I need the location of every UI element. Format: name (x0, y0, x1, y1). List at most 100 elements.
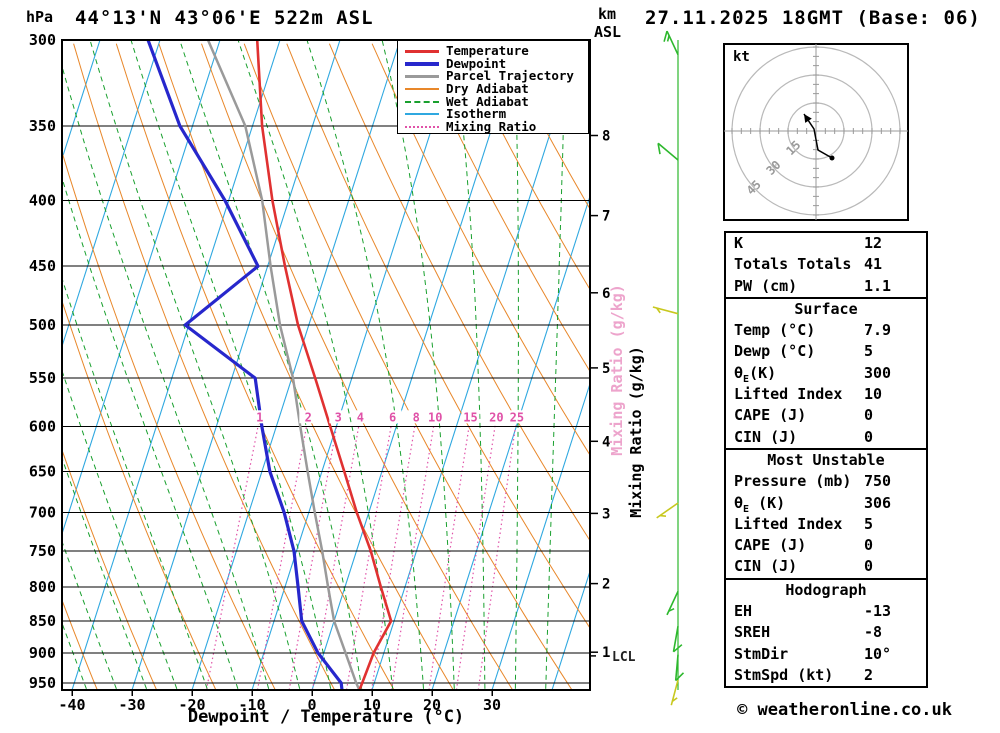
mixing-ratio-label: 3 (335, 410, 342, 424)
km-tick-label: 8 (602, 129, 610, 145)
table-row-label: SREH (734, 623, 771, 642)
table-row-value: 10° (864, 644, 892, 663)
mixing-ratio-line (205, 424, 259, 690)
isotherm-line (71, 40, 281, 690)
pressure-unit-label: hPa (26, 8, 54, 26)
temp-tick-label: -10 (238, 696, 265, 714)
sounding-curves (146, 40, 393, 690)
hodograph-axis-tick (778, 128, 854, 134)
wind-barb (652, 306, 679, 315)
legend-swatch-line (405, 113, 439, 116)
mixing-label-bg (351, 410, 370, 424)
mixing-ratio-line (345, 424, 392, 690)
legend-row: Temperature (405, 45, 588, 58)
dry-adiabat-line (243, 43, 573, 690)
table-row-value: 12 (864, 234, 883, 252)
table-row-label: K (734, 234, 744, 252)
pressure-tick-label: 850 (29, 612, 56, 630)
wind-barb-half-feather (668, 607, 675, 612)
dry-adiabat-line (456, 43, 590, 291)
table-row: StmDir 10° (726, 644, 926, 665)
table-row-label: Lifted Index (734, 514, 843, 533)
dry-adiabat-line (371, 43, 590, 457)
mixing-ratio-label: 2 (305, 410, 312, 424)
table-row-value: -8 (864, 623, 883, 642)
hodograph-axis-tick (813, 83, 819, 179)
hodograph-axis-tick (796, 128, 836, 134)
legend-swatch-line (405, 74, 439, 78)
wind-barb-feather (672, 644, 683, 653)
legend-label: Isotherm (446, 106, 507, 122)
wet-adiabat-line (62, 369, 178, 689)
wind-barb (670, 679, 679, 706)
table-row-label: StmDir (734, 644, 789, 663)
wet-adiabat-line (237, 40, 394, 689)
pressure-tick-label: 550 (29, 369, 56, 387)
table-row: EH -13 (726, 601, 926, 622)
asl-axis-label: ASL (594, 23, 622, 41)
indices-table: K 12 Totals Totals 41 PW (cm) 1.1 Surface Temp … (724, 231, 928, 689)
pressure-tick-label: 650 (29, 462, 56, 480)
table-row-value: 0 (864, 406, 874, 425)
table-row-label: Pressure (mb) (734, 472, 852, 491)
table-row-label: Totals Totals (734, 255, 852, 274)
table-row-value: 10 (864, 385, 883, 404)
table-row-label: θE(K) (734, 363, 777, 385)
hodograph-axis-tick (787, 128, 845, 134)
legend-label: Dry Adiabat (446, 81, 529, 97)
mixing-label-bg (407, 410, 426, 424)
pressure-tick-label: 600 (29, 418, 56, 436)
isotherm-line (491, 381, 590, 690)
wind-barb-staff (670, 679, 679, 706)
km-tick-label: 7 (602, 209, 610, 225)
plot-border (61, 39, 591, 691)
km-tick-label: 5 (602, 361, 610, 377)
dry-adiabat-line (158, 43, 454, 690)
table-row-value: 5 (864, 514, 874, 533)
table-row: Pressure (mb) 750 (726, 471, 926, 492)
table-row-value: 0 (864, 557, 874, 576)
isotherm-line (371, 40, 581, 690)
table-row-value: 41 (864, 255, 883, 274)
table-section: Surface Temp (°C) 7.9 Dewp (°C) 5 θE(K) 300 Lif… (726, 296, 926, 448)
table-row: Lifted Index 10 (726, 384, 926, 405)
isotherm-line (191, 40, 401, 690)
isotherm-line (62, 40, 221, 536)
wet-adiabat-line (306, 40, 424, 689)
pressure-tick-label: 800 (29, 578, 56, 596)
legend-label: Wet Adiabat (446, 93, 529, 109)
legend-row: Dry Adiabat (405, 81, 588, 97)
mixing-ratio-line (391, 424, 435, 690)
mixing-label-bg (487, 410, 506, 424)
temp-tick-label: 10 (363, 696, 381, 714)
table-row: Temp (°C) 7.9 (726, 320, 926, 341)
wind-barb-staff (674, 654, 679, 681)
mixing-ratio-label: 8 (413, 410, 420, 424)
table-row-value: 2 (864, 665, 874, 684)
table-row: K 12 (726, 233, 926, 254)
wind-barb-half-feather (656, 307, 661, 314)
x-axis-caption: Dewpoint / Temperature (°C) (187, 707, 465, 727)
km-tick-label: 2 (602, 577, 610, 593)
wind-barb (666, 590, 679, 616)
table-row: StmSpd (kt) 2 (726, 665, 926, 686)
mixing-ratio-label: 1 (256, 410, 263, 424)
hodograph-axis-tick (768, 128, 864, 134)
table-row-label: PW (cm) (734, 276, 798, 295)
legend-swatch-line (405, 88, 439, 91)
dry-adiabat-line (414, 43, 590, 373)
table-row-value: 0 (864, 427, 874, 446)
table-row-value: 750 (864, 472, 892, 491)
wind-barb (674, 654, 685, 682)
mixing-ratio-line (256, 424, 308, 690)
dry-adiabat-line (73, 43, 336, 690)
legend-row: Isotherm (405, 108, 588, 121)
table-row: CAPE (J) 0 (726, 535, 926, 556)
lcl-label: LCL (612, 650, 636, 665)
isotherm-line (551, 569, 590, 690)
table-row: CAPE (J) 0 (726, 405, 926, 426)
temperature-curve (255, 40, 393, 690)
table-row: CIN (J) 0 (726, 556, 926, 577)
table-section-header: Surface (794, 299, 858, 318)
